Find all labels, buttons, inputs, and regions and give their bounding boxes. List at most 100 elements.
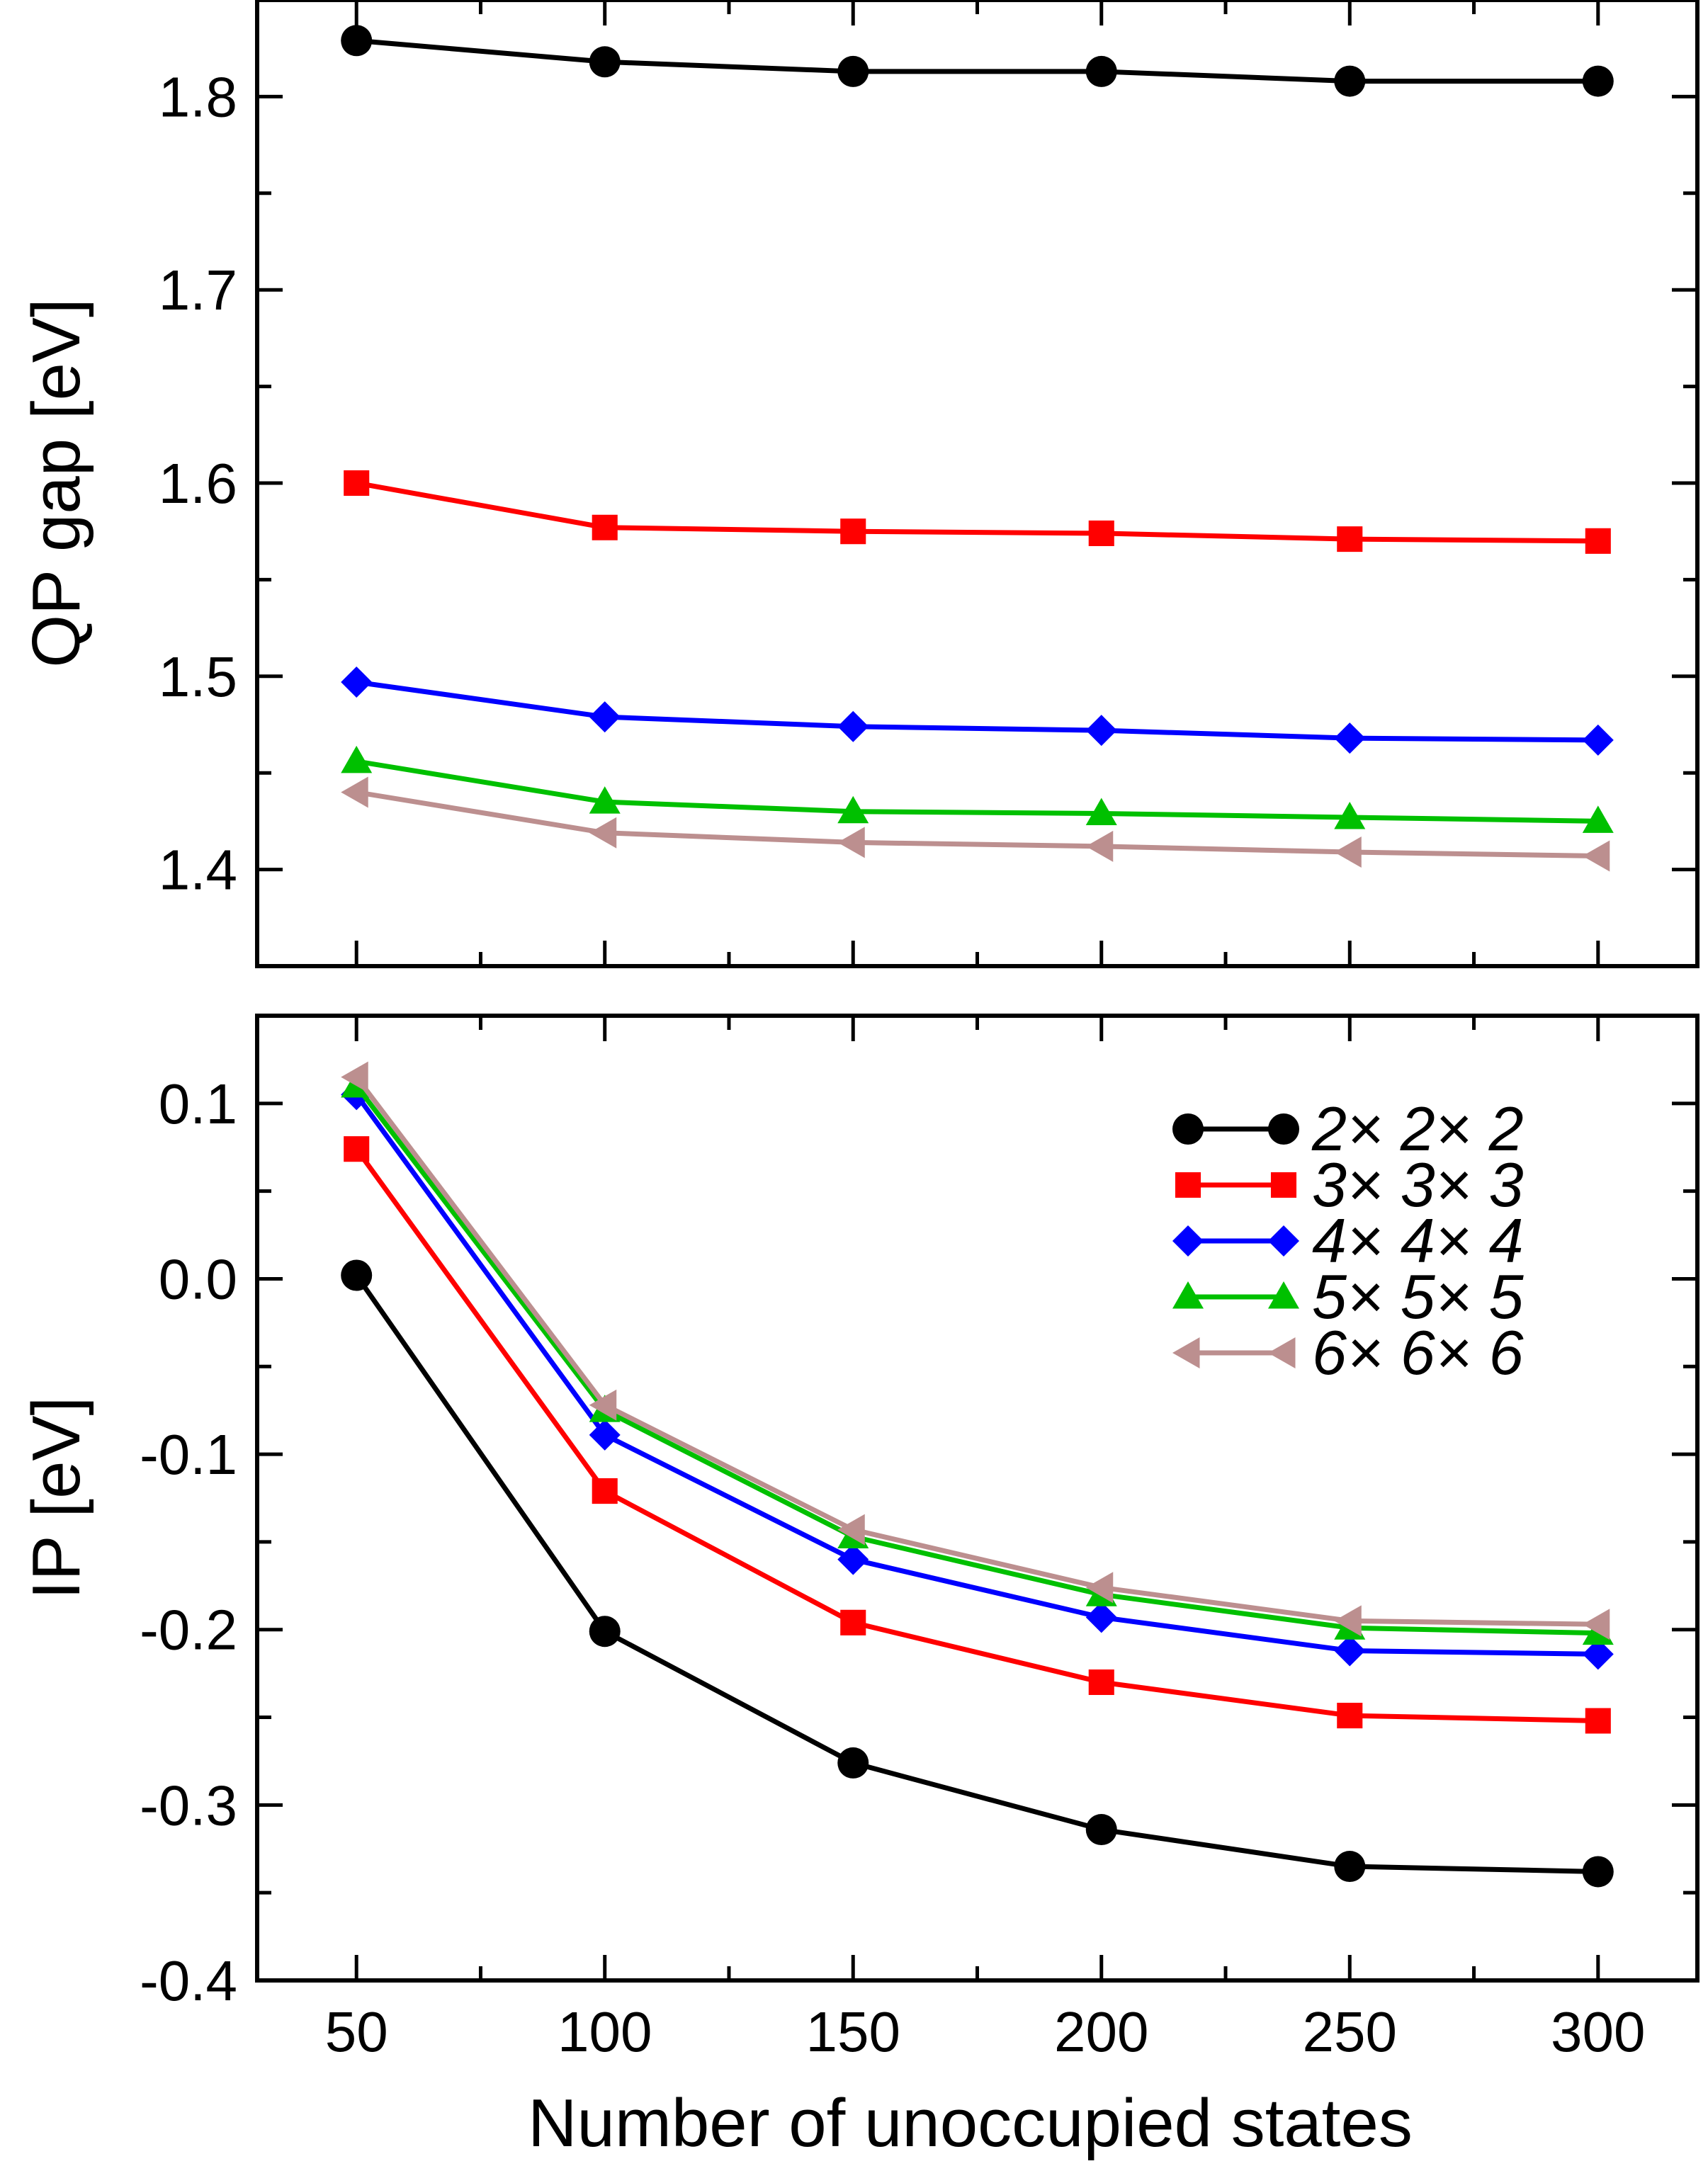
top-series-1-line bbox=[356, 38, 1598, 84]
bottom-series-2-point bbox=[1337, 1703, 1363, 1729]
bottom-legend: 2× 2× 23× 3× 34× 4× 45× 5× 56× 6× 6 bbox=[1172, 1094, 1525, 1388]
top-series-2-point bbox=[840, 518, 866, 545]
top-series-3-point bbox=[1334, 722, 1366, 754]
bottom-series-1-point bbox=[1334, 1851, 1366, 1883]
bottom-series-4-line bbox=[354, 1084, 1598, 1636]
top-series-3 bbox=[341, 666, 1614, 756]
legend-marker-5 bbox=[1172, 1337, 1200, 1368]
top-series-3-point bbox=[341, 666, 373, 698]
top-series-5-point bbox=[1582, 840, 1610, 872]
top-series-2-line bbox=[356, 480, 1598, 544]
top-series-1-point bbox=[1334, 65, 1366, 97]
bottom-series-5-line bbox=[354, 1075, 1598, 1627]
top-y-tick-label: 1.7 bbox=[159, 259, 237, 322]
top-y-tick-label: 1.4 bbox=[159, 839, 237, 902]
legend-label-3: 4× 4× 4 bbox=[1312, 1206, 1524, 1276]
bottom-series-1-point bbox=[837, 1747, 869, 1779]
panel-bottom: 50 100 150 200 250 300 -0.4 -0.3 -0.2 -0.1 0.0 0.1 I… bbox=[18, 1014, 1699, 2161]
top-series-5-point bbox=[1085, 830, 1114, 862]
top-series-3-point bbox=[837, 710, 869, 742]
top-series-4-point bbox=[341, 745, 373, 773]
legend-label-2: 3× 3× 3 bbox=[1312, 1150, 1524, 1220]
top-series-4-line bbox=[356, 759, 1598, 824]
bottom-series-2-point bbox=[344, 1136, 370, 1162]
legend-marker-4 bbox=[1172, 1281, 1204, 1309]
bottom-series-5-point bbox=[589, 1389, 617, 1421]
top-series-4 bbox=[341, 745, 1614, 833]
bottom-series-1-point bbox=[1085, 1814, 1117, 1846]
bottom-series-1-line bbox=[354, 1274, 1598, 1874]
bottom-series-3-point bbox=[1085, 1601, 1117, 1633]
top-series-1 bbox=[341, 25, 1614, 97]
top-series-4-point bbox=[837, 795, 869, 824]
bottom-x-tick-label: 250 bbox=[1303, 2000, 1397, 2063]
top-series-3-point bbox=[1085, 715, 1117, 747]
legend-label-1: 2× 2× 2 bbox=[1311, 1094, 1524, 1164]
bottom-series-3-point bbox=[1334, 1635, 1366, 1667]
bottom-y-axis-label: IP [eV] bbox=[18, 1397, 94, 1599]
bottom-series-5-point bbox=[1334, 1605, 1362, 1637]
top-series-3-point bbox=[1582, 724, 1614, 756]
top-series-3-line bbox=[356, 679, 1598, 743]
bottom-series-2 bbox=[344, 1136, 1611, 1734]
bottom-series-5-point bbox=[1085, 1572, 1114, 1604]
top-series-4-point bbox=[589, 786, 621, 814]
panel-top: 1.4 1.5 1.6 1.7 1.8 QP gap [eV] bbox=[18, 0, 1699, 968]
bottom-series-2-point bbox=[840, 1609, 866, 1635]
legend-label-5: 6× 6× 6 bbox=[1312, 1317, 1524, 1388]
bottom-series-5 bbox=[341, 1061, 1610, 1640]
bottom-series-3-line bbox=[354, 1093, 1598, 1657]
bottom-series-1-point bbox=[589, 1616, 621, 1648]
top-y-axis-label: QP gap [eV] bbox=[18, 298, 94, 667]
bottom-x-tick-label: 50 bbox=[325, 2000, 388, 2063]
top-y-tick-label: 1.8 bbox=[159, 65, 237, 128]
top-series-2-point bbox=[1585, 528, 1611, 554]
top-series-5-line bbox=[356, 790, 1598, 859]
bottom-series-5-point bbox=[1582, 1609, 1610, 1640]
bottom-series-3-point bbox=[837, 1543, 869, 1575]
bottom-series-3 bbox=[341, 1079, 1614, 1670]
top-series-2-point bbox=[1337, 526, 1363, 552]
legend-marker-1 bbox=[1172, 1113, 1204, 1145]
top-series-1-point bbox=[341, 25, 373, 57]
top-series-2 bbox=[344, 470, 1611, 554]
bottom-x-tick-label: 150 bbox=[805, 2000, 900, 2063]
legend-label-4: 5× 5× 5 bbox=[1312, 1261, 1525, 1332]
legend-marker-3 bbox=[1172, 1225, 1204, 1257]
legend-marker-2 bbox=[1270, 1172, 1297, 1198]
bottom-series-2-line bbox=[354, 1147, 1598, 1723]
top-series-3-point bbox=[589, 701, 621, 733]
top-series-5 bbox=[341, 776, 1610, 872]
top-series-5-point bbox=[589, 817, 617, 849]
top-series-4-point bbox=[1085, 798, 1117, 825]
top-series-1-point bbox=[837, 55, 869, 87]
top-series-1-point bbox=[1582, 65, 1614, 97]
top-y-tick-label: 1.5 bbox=[159, 645, 237, 708]
top-series-1-point bbox=[589, 46, 621, 78]
top-series-5-point bbox=[837, 827, 865, 858]
bottom-y-tick-label: 0.0 bbox=[159, 1247, 237, 1310]
bottom-x-tick-label: 300 bbox=[1551, 2000, 1645, 2063]
bottom-x-tick-label: 200 bbox=[1054, 2000, 1148, 2063]
legend-marker-5 bbox=[1268, 1337, 1296, 1368]
bottom-y-tick-label: -0.4 bbox=[140, 1949, 237, 2012]
bottom-series-2-point bbox=[1088, 1669, 1114, 1696]
bottom-series-5-point bbox=[837, 1514, 865, 1546]
bottom-series-1-point bbox=[341, 1259, 373, 1291]
top-series-4-point bbox=[1582, 805, 1614, 833]
bottom-x-axis-label: Number of unoccupied states bbox=[528, 2085, 1413, 2161]
bottom-series-1 bbox=[341, 1259, 1614, 1888]
bottom-series-2-point bbox=[592, 1478, 618, 1504]
top-series-2-point bbox=[592, 514, 618, 540]
top-series-2-point bbox=[344, 470, 370, 497]
legend-marker-3 bbox=[1268, 1225, 1299, 1257]
bottom-y-tick-label: -0.2 bbox=[140, 1599, 237, 1662]
bottom-x-tick-label: 100 bbox=[558, 2000, 652, 2063]
bottom-y-tick-label: -0.1 bbox=[140, 1423, 237, 1486]
top-series-5-point bbox=[1334, 837, 1362, 868]
bottom-series-1-point bbox=[1582, 1856, 1614, 1888]
bottom-series-3-point bbox=[1582, 1638, 1614, 1670]
top-series-2-point bbox=[1088, 520, 1114, 546]
